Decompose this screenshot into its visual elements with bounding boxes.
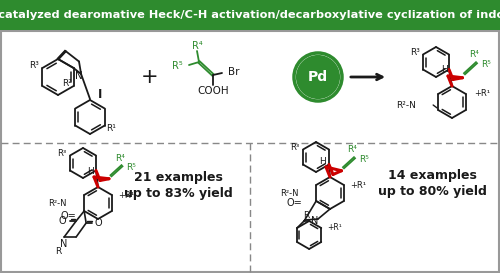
Circle shape <box>297 56 339 98</box>
Text: +R¹: +R¹ <box>474 90 490 99</box>
Text: N: N <box>60 239 68 249</box>
Text: up to 80% yield: up to 80% yield <box>378 185 486 197</box>
Text: H: H <box>440 66 448 75</box>
Text: I: I <box>98 88 102 102</box>
Text: R³: R³ <box>30 61 40 70</box>
Text: 21 examples: 21 examples <box>134 171 222 185</box>
Text: R⁵: R⁵ <box>172 61 183 71</box>
Text: R²-N: R²-N <box>48 198 66 207</box>
Text: R²-N: R²-N <box>280 188 298 197</box>
Text: H: H <box>86 167 94 176</box>
Text: R⁵: R⁵ <box>126 163 136 172</box>
Text: +R¹: +R¹ <box>328 224 342 233</box>
Text: Pd-catalyzed dearomative Heck/C-H activation/decarboxylative cyclization of indo: Pd-catalyzed dearomative Heck/C-H activa… <box>0 10 500 20</box>
Text: COOH: COOH <box>197 86 229 96</box>
Text: R²-N: R²-N <box>396 100 416 109</box>
Text: R⁴: R⁴ <box>115 154 125 163</box>
Text: H: H <box>318 156 326 165</box>
Text: O: O <box>58 216 66 226</box>
Bar <box>1 31 499 272</box>
Text: Pd: Pd <box>308 70 328 84</box>
Text: 14 examples: 14 examples <box>388 170 476 182</box>
Text: R: R <box>303 210 309 219</box>
Text: R: R <box>55 247 62 256</box>
Text: +R¹: +R¹ <box>350 180 366 189</box>
Text: +R¹: +R¹ <box>118 191 134 200</box>
Text: R³: R³ <box>290 143 300 152</box>
Text: R⁴: R⁴ <box>348 145 358 154</box>
Text: R³: R³ <box>58 149 66 158</box>
Text: R²: R² <box>62 79 72 88</box>
Text: R³: R³ <box>410 48 420 57</box>
Text: R⁵: R⁵ <box>360 155 370 164</box>
Text: R⁵: R⁵ <box>482 60 492 69</box>
Text: N: N <box>312 216 318 226</box>
Text: N: N <box>76 71 83 81</box>
Bar <box>0 0 500 30</box>
Text: up to 83% yield: up to 83% yield <box>124 186 232 200</box>
Text: Br: Br <box>228 67 239 77</box>
Text: O=: O= <box>286 198 302 208</box>
Text: O: O <box>94 218 102 228</box>
Text: R¹: R¹ <box>106 124 116 133</box>
Text: O=: O= <box>60 211 76 221</box>
Text: +: + <box>141 67 159 87</box>
Text: R⁴: R⁴ <box>192 41 202 51</box>
Text: R⁴: R⁴ <box>470 50 480 59</box>
